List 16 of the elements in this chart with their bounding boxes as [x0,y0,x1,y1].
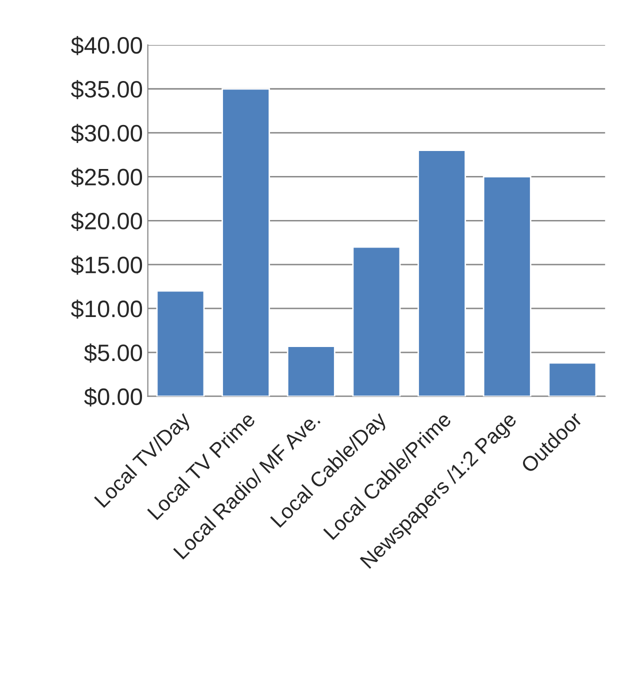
y-tick-label: $0.00 [84,387,142,407]
y-tick-label: $40.00 [71,36,142,56]
y-tick-label: $25.00 [71,168,142,187]
bar [482,176,532,396]
y-tick-label: $15.00 [71,256,142,275]
bar [418,150,466,396]
bar [286,346,336,396]
y-tick-label: $35.00 [71,80,142,100]
y-tick-label: $10.00 [71,300,142,319]
bar [548,362,597,396]
y-tick-label: $30.00 [71,124,142,143]
y-tick-label: $20.00 [71,212,142,231]
bar [156,290,205,396]
bar [222,88,270,396]
y-tick-label: $5.00 [84,343,142,363]
bar [352,246,401,396]
